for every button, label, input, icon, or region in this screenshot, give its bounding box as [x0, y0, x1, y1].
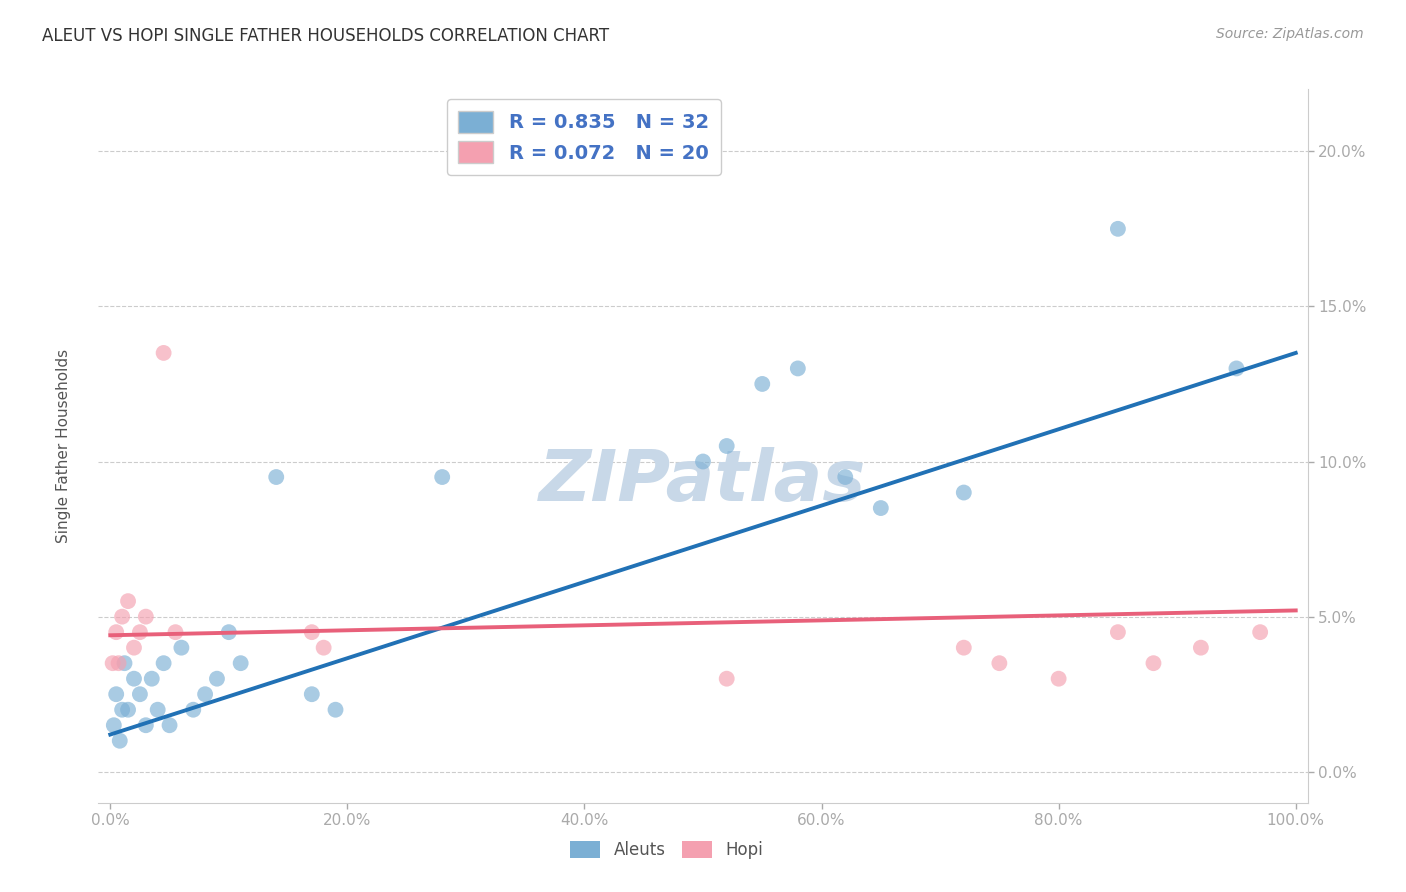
Point — [952, 485, 974, 500]
Point — [205, 672, 228, 686]
Point — [229, 656, 252, 670]
Point — [1189, 640, 1212, 655]
Point — [122, 672, 145, 686]
Point — [122, 640, 145, 655]
Point — [194, 687, 217, 701]
Text: Single Father Households: Single Father Households — [56, 349, 70, 543]
Point — [1107, 625, 1129, 640]
Point — [692, 454, 714, 468]
Point — [1107, 222, 1129, 236]
Point — [1249, 625, 1271, 640]
Point — [152, 346, 174, 360]
Point — [170, 640, 193, 655]
Point — [129, 687, 152, 701]
Point — [301, 625, 323, 640]
Point — [716, 672, 738, 686]
Point — [105, 625, 128, 640]
Point — [325, 703, 347, 717]
Point — [108, 733, 131, 747]
Point — [432, 470, 454, 484]
Point — [105, 687, 128, 701]
Point — [988, 656, 1011, 670]
Point — [111, 703, 134, 717]
Point — [264, 470, 287, 484]
Point — [952, 640, 974, 655]
Point — [117, 703, 139, 717]
Point — [786, 361, 808, 376]
Point — [152, 656, 174, 670]
Legend: Aleuts, Hopi: Aleuts, Hopi — [564, 834, 770, 866]
Point — [107, 656, 129, 670]
Point — [716, 439, 738, 453]
Point — [117, 594, 139, 608]
Point — [181, 703, 204, 717]
Point — [135, 609, 157, 624]
Point — [1142, 656, 1164, 670]
Point — [146, 703, 169, 717]
Point — [159, 718, 181, 732]
Point — [135, 718, 157, 732]
Point — [834, 470, 856, 484]
Point — [129, 625, 152, 640]
Point — [114, 656, 136, 670]
Point — [1225, 361, 1247, 376]
Point — [218, 625, 240, 640]
Point — [165, 625, 187, 640]
Point — [141, 672, 163, 686]
Point — [103, 718, 125, 732]
Point — [869, 501, 891, 516]
Text: ALEUT VS HOPI SINGLE FATHER HOUSEHOLDS CORRELATION CHART: ALEUT VS HOPI SINGLE FATHER HOUSEHOLDS C… — [42, 27, 609, 45]
Point — [101, 656, 124, 670]
Point — [301, 687, 323, 701]
Text: ZIPatlas: ZIPatlas — [540, 447, 866, 516]
Point — [111, 609, 134, 624]
Point — [312, 640, 335, 655]
Point — [751, 376, 773, 391]
Point — [1047, 672, 1070, 686]
Text: Source: ZipAtlas.com: Source: ZipAtlas.com — [1216, 27, 1364, 41]
